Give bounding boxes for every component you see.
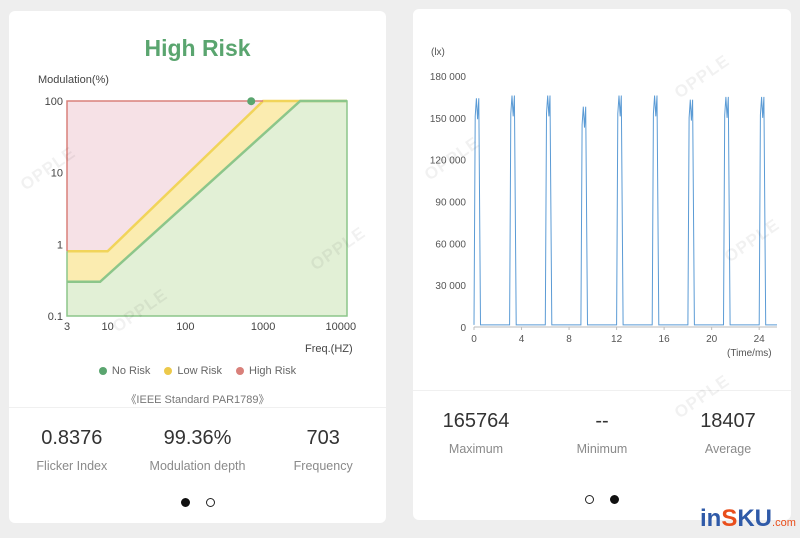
- legend-item-low-risk: Low Risk: [164, 365, 222, 377]
- high-risk-frame-line: [66, 100, 264, 252]
- high-risk-dot-icon: [236, 367, 245, 375]
- x-tick-label: 16: [659, 334, 671, 345]
- stat-value: 165764: [442, 410, 510, 432]
- risk-title: High Risk: [144, 35, 251, 61]
- flicker-stats: 0.8376 Flicker Index 99.36% Modulation d…: [9, 427, 386, 473]
- risk-chart: Modulation(%) Freq.(HZ) 100 10 1 0.1 3 10 100…: [38, 74, 357, 355]
- divider: [413, 390, 791, 391]
- stat-label: Minimum: [576, 442, 628, 456]
- stat-average: 18407 Average: [665, 410, 791, 456]
- stat-value: 703: [306, 427, 340, 449]
- stat-flicker-index: 0.8376 Flicker Index: [9, 427, 135, 473]
- x-tick-label: 20: [706, 334, 718, 345]
- stat-minimum: -- Minimum: [539, 410, 665, 456]
- y-tick-label: 100: [45, 96, 63, 108]
- x-unit-label: (Time/ms): [727, 348, 772, 359]
- x-tick-label: 8: [566, 334, 572, 345]
- x-tick-label: 100: [176, 321, 194, 333]
- measurement-point: [247, 97, 256, 106]
- y-tick-label: 0: [460, 323, 466, 334]
- x-tick-label: 10000: [326, 321, 357, 333]
- illuminance-waveform-card: (lx) (Time/ms) 180 000 150 000 120 000 90 0…: [413, 9, 791, 520]
- y-tick-label: 90 000: [435, 198, 466, 209]
- no-risk-dot-icon: [98, 367, 107, 375]
- x-tick-label: 1000: [251, 321, 275, 333]
- standard-note: 《IEEE Standard PAR1789》: [125, 394, 270, 406]
- flicker-risk-card: High Risk Modulation(%) Freq.(HZ) 100 10 1…: [9, 11, 386, 523]
- y-tick-label: 120 000: [430, 156, 467, 167]
- x-tick-label: 0: [471, 334, 477, 345]
- y-tick-label: 0.1: [48, 311, 63, 323]
- stat-value: 0.8376: [41, 427, 103, 449]
- stat-value: 99.36%: [163, 427, 232, 449]
- site-logo: inSKU.com: [700, 505, 796, 533]
- y-tick-label: 30 000: [435, 281, 466, 292]
- no-risk-frame-line: [66, 100, 348, 317]
- high-risk-area: [67, 101, 264, 252]
- x-tick-label: 4: [519, 334, 525, 345]
- legend-item-high-risk: High Risk: [236, 365, 296, 377]
- waveform-chart: (lx) (Time/ms) 180 000 150 000 120 000 90 0…: [430, 47, 777, 359]
- y-axis-label: Modulation(%): [38, 74, 109, 86]
- y-tick-label: 10: [51, 168, 63, 180]
- legend-label: Low Risk: [177, 365, 223, 377]
- legend-item-no-risk: No Risk: [98, 365, 151, 377]
- x-axis-label: Freq.(HZ): [305, 343, 353, 355]
- y-unit-label: (lx): [431, 47, 445, 58]
- page-dot-2[interactable]: [205, 498, 215, 507]
- stat-maximum: 165764 Maximum: [413, 410, 539, 456]
- page-indicator: [413, 495, 791, 504]
- y-tick-label: 180 000: [430, 72, 467, 83]
- stat-value: --: [595, 410, 609, 432]
- stat-value: 18407: [700, 410, 756, 432]
- page-dot-1[interactable]: [180, 498, 190, 507]
- page-dot-1[interactable]: [585, 495, 594, 504]
- y-tick-label: 1: [57, 239, 63, 251]
- logo-com: .com: [772, 517, 796, 529]
- stat-label: Modulation depth: [149, 459, 246, 473]
- stat-frequency: 703 Frequency: [260, 427, 386, 473]
- y-tick-label: 150 000: [430, 114, 467, 125]
- stat-modulation-depth: 99.36% Modulation depth: [135, 427, 261, 473]
- logo-s: S: [721, 505, 738, 532]
- logo-in: in: [700, 505, 722, 532]
- page-dot-2[interactable]: [610, 495, 619, 504]
- legend-label: No Risk: [111, 365, 151, 377]
- illuminance-stats: 165764 Maximum -- Minimum 18407 Average: [413, 410, 791, 456]
- stat-label: Frequency: [293, 459, 353, 473]
- page-indicator: [9, 498, 386, 507]
- x-tick-label: 10: [102, 321, 114, 333]
- low-risk-area: [67, 101, 347, 282]
- stat-label: Maximum: [448, 442, 504, 456]
- stat-label: Flicker Index: [36, 459, 108, 473]
- risk-legend: No Risk Low Risk High Risk: [9, 365, 386, 377]
- x-tick-label: 3: [64, 321, 70, 333]
- waveform-line: [473, 95, 777, 326]
- no-risk-area: [67, 101, 347, 316]
- logo-ku: KU: [737, 505, 773, 532]
- x-tick-label: 12: [611, 334, 623, 345]
- stat-label: Average: [704, 442, 752, 456]
- low-risk-dot-icon: [164, 367, 173, 375]
- x-tick-label: 24: [754, 334, 766, 345]
- divider: [9, 407, 386, 408]
- y-tick-label: 60 000: [435, 239, 466, 250]
- legend-label: High Risk: [249, 365, 297, 377]
